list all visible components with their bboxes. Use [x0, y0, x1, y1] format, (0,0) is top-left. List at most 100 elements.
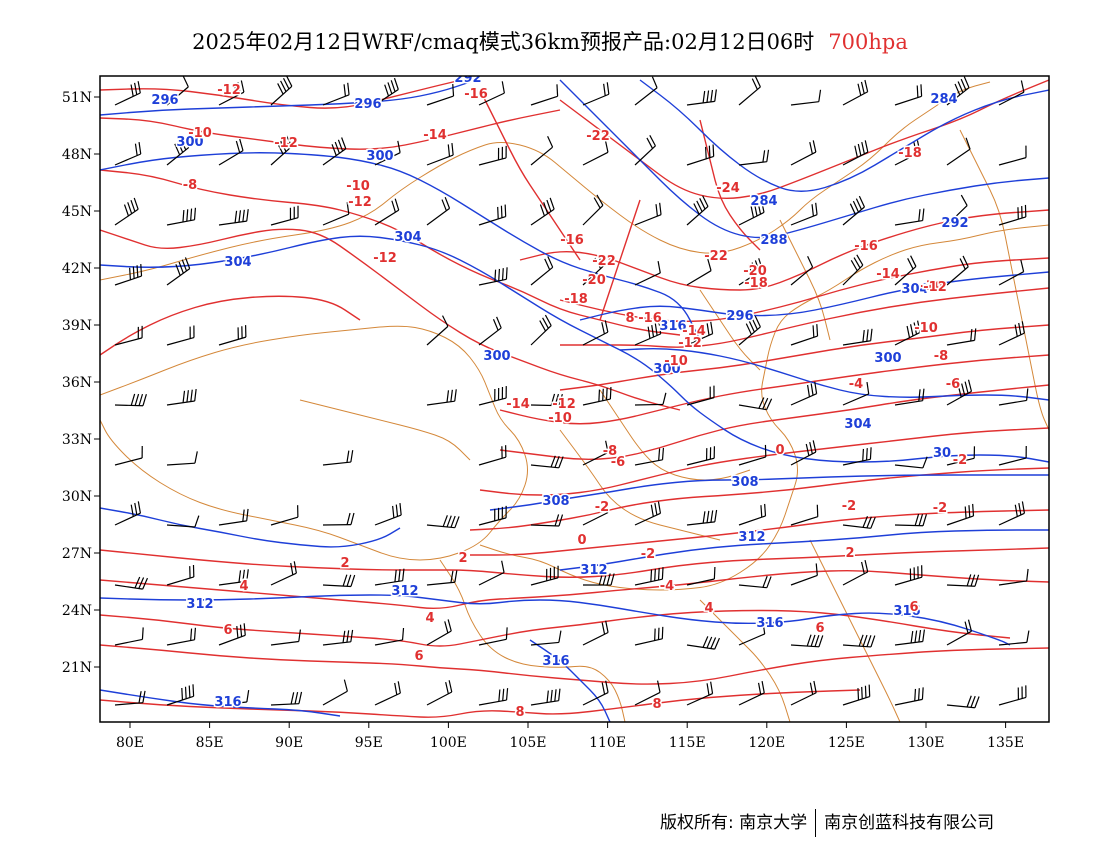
temperature-label: 6: [815, 621, 824, 636]
y-tick-label: 51N: [62, 90, 92, 106]
temperature-label: 4: [704, 601, 713, 616]
x-tick-label: 120E: [748, 735, 785, 751]
temperature-label: -2: [933, 501, 947, 516]
wind-barb: [530, 514, 564, 527]
x-tick-label: 135E: [987, 735, 1024, 751]
height-label: 300: [874, 351, 901, 366]
height-label: 304: [901, 282, 928, 297]
wind-barb: [946, 328, 977, 346]
wind-barb: [218, 138, 244, 166]
wind-barb: [998, 204, 1027, 226]
height-contour: [100, 689, 341, 717]
wind-barb: [426, 619, 452, 646]
wind-barb: [166, 515, 200, 528]
wind-barb: [114, 197, 139, 226]
wind-barb: [634, 261, 661, 286]
height-label: 296: [726, 309, 753, 324]
wind-barb: [946, 137, 971, 166]
wind-barb: [478, 505, 507, 526]
temperature-label: 4: [239, 579, 248, 594]
temperature-label: -2: [641, 547, 655, 562]
wind-barb: [322, 82, 350, 106]
wind-barb: [842, 79, 869, 106]
temperature-contour: [479, 427, 1049, 496]
height-label: 316: [659, 319, 686, 334]
wind-barb: [998, 685, 1027, 706]
x-tick-label: 95E: [355, 735, 383, 751]
x-tick-label: 130E: [908, 735, 945, 751]
height-label: 292: [941, 216, 968, 231]
wind-barb: [842, 328, 873, 346]
footer: 版权所有: 南京大学 南京创蓝科技有限公司: [660, 808, 994, 837]
temperature-label: -20: [582, 273, 606, 288]
temperature-contour: [100, 570, 1049, 610]
temperature-contour: [699, 119, 761, 251]
temperature-label: -6: [946, 377, 960, 392]
wind-barb: [738, 258, 764, 286]
title-main: 2025年02月12日WRF/cmaq模式36km预报产品:02月12日06时: [192, 30, 815, 54]
wind-barb: [530, 455, 564, 469]
wind-barb: [530, 84, 559, 106]
wind-barb: [530, 314, 552, 346]
height-label: 316: [756, 616, 783, 631]
wind-barb: [790, 324, 819, 346]
wind-barb: [998, 501, 1026, 526]
wind-barb: [634, 202, 662, 226]
wind-barb: [322, 202, 350, 226]
temperature-label: 8: [625, 311, 634, 326]
height-label: 30: [933, 446, 951, 461]
height-label: 300: [176, 135, 203, 150]
wind-barb: [270, 205, 299, 226]
temperature-label: -2: [595, 500, 609, 515]
boundary-line: [699, 289, 761, 371]
boundary-line: [100, 325, 528, 561]
wind-barb: [166, 76, 189, 106]
temperature-label: -16: [638, 311, 662, 326]
temperature-label: -16: [854, 239, 878, 254]
y-tick-label: 21N: [62, 660, 92, 676]
boundary-line: [779, 219, 831, 341]
temperature-label: -16: [560, 233, 584, 248]
wind-barb: [270, 561, 297, 586]
wind-barb: [322, 450, 354, 466]
wind-barb: [842, 195, 865, 226]
x-axis: 80E 85E 90E 95E 100E 105E 110E 115E 120E 125E 130E…: [116, 722, 1024, 751]
temperature-label: 8: [652, 697, 661, 712]
wind-barb: [634, 680, 661, 706]
y-tick-label: 24N: [62, 603, 92, 619]
x-tick-label: 85E: [196, 735, 224, 751]
temperature-label: -14: [682, 324, 706, 339]
wind-barb: [842, 516, 876, 529]
temperature-label: 6: [414, 649, 423, 664]
wind-barb: [686, 509, 718, 526]
wind-barb: [530, 393, 563, 407]
temperature-label: 2: [340, 556, 349, 571]
wind-barb: [790, 440, 817, 466]
wind-barb: [790, 89, 822, 106]
wind-barb: [842, 447, 872, 466]
wind-barb: [270, 691, 303, 706]
wind-barb: [894, 513, 927, 527]
wind-barb: [738, 149, 770, 166]
wind-barb: [582, 387, 612, 406]
wind-barb: [270, 76, 293, 106]
wind-barb: [790, 504, 819, 526]
temperature-label: -18: [564, 292, 588, 307]
footer-divider: [815, 809, 817, 837]
wind-barb: [790, 680, 817, 706]
wind-barb: [374, 681, 401, 706]
temperature-contour: [469, 467, 1049, 531]
wind-barb: [946, 503, 975, 526]
y-tick-label: 30N: [62, 489, 92, 505]
wind-barb: [582, 320, 609, 346]
temperature-contour: [519, 209, 1049, 291]
height-label: 316: [893, 604, 920, 619]
wind-barb: [166, 564, 195, 586]
y-axis: 51N 48N 45N 42N 39N 36N 33N 30N 27N 24N 21N: [62, 90, 100, 676]
wind-barb: [686, 566, 716, 586]
wind-barb: [998, 446, 1027, 466]
temperature-label: -8: [183, 178, 197, 193]
wind-barb: [894, 388, 925, 406]
wind-barb: [582, 140, 609, 166]
